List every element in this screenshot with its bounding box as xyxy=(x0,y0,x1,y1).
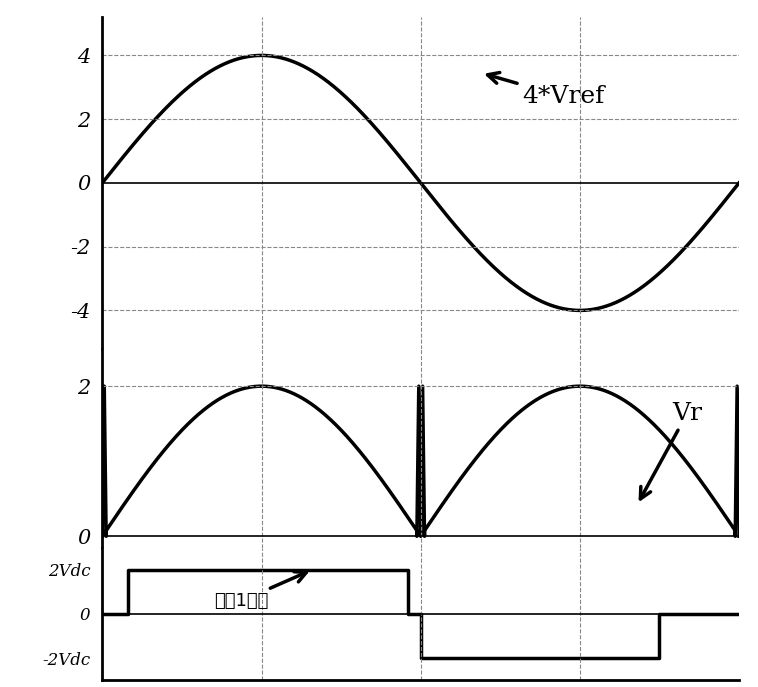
Text: 模组1输出: 模组1输出 xyxy=(214,572,306,610)
Text: 4*Vref: 4*Vref xyxy=(487,73,605,109)
Text: Vr: Vr xyxy=(641,402,702,499)
